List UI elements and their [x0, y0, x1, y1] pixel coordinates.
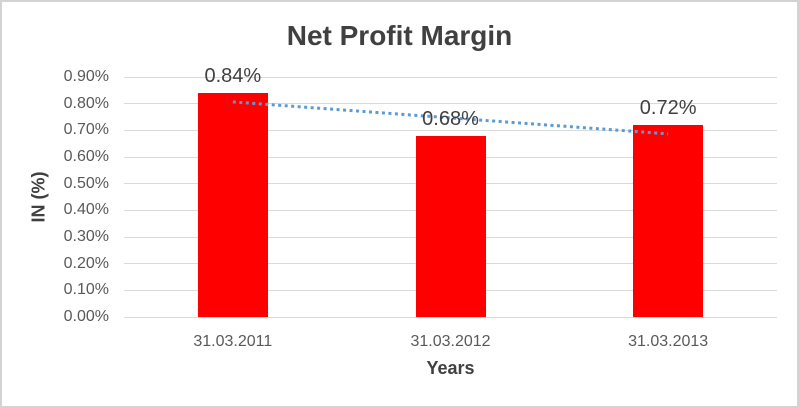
gridline: [124, 76, 777, 78]
y-tick-label: 0.00%: [63, 308, 109, 325]
y-tick-label: 0.60%: [63, 148, 109, 165]
x-tick-label: 31.03.2011: [193, 333, 273, 350]
y-tick-label: 0.10%: [63, 281, 109, 299]
gridline: [124, 129, 777, 131]
x-tick-label: 31.03.2013: [628, 333, 709, 350]
bar-31.03.2013: [633, 125, 704, 317]
y-tick-label: 0.70%: [63, 121, 109, 139]
x-axis-title: Years: [426, 358, 475, 378]
bar-31.03.2012: [415, 135, 486, 317]
gridline: [124, 103, 777, 105]
y-tick-label: 0.50%: [63, 174, 109, 192]
x-tick-label: 31.03.2012: [410, 333, 491, 350]
data-label: 0.84%: [204, 65, 262, 87]
bar-31.03.2011: [197, 93, 268, 317]
y-tick-label: 0.40%: [63, 201, 109, 219]
y-tick-label: 0.80%: [63, 94, 109, 112]
chart-title: Net Profit Margin: [286, 20, 513, 51]
y-tick-label: 0.30%: [63, 228, 109, 245]
y-tick-label: 0.90%: [63, 68, 109, 85]
data-label: 0.68%: [422, 107, 479, 130]
gridline: [124, 316, 777, 318]
data-label: 0.72%: [639, 97, 697, 119]
y-tick-label: 0.20%: [63, 254, 109, 272]
